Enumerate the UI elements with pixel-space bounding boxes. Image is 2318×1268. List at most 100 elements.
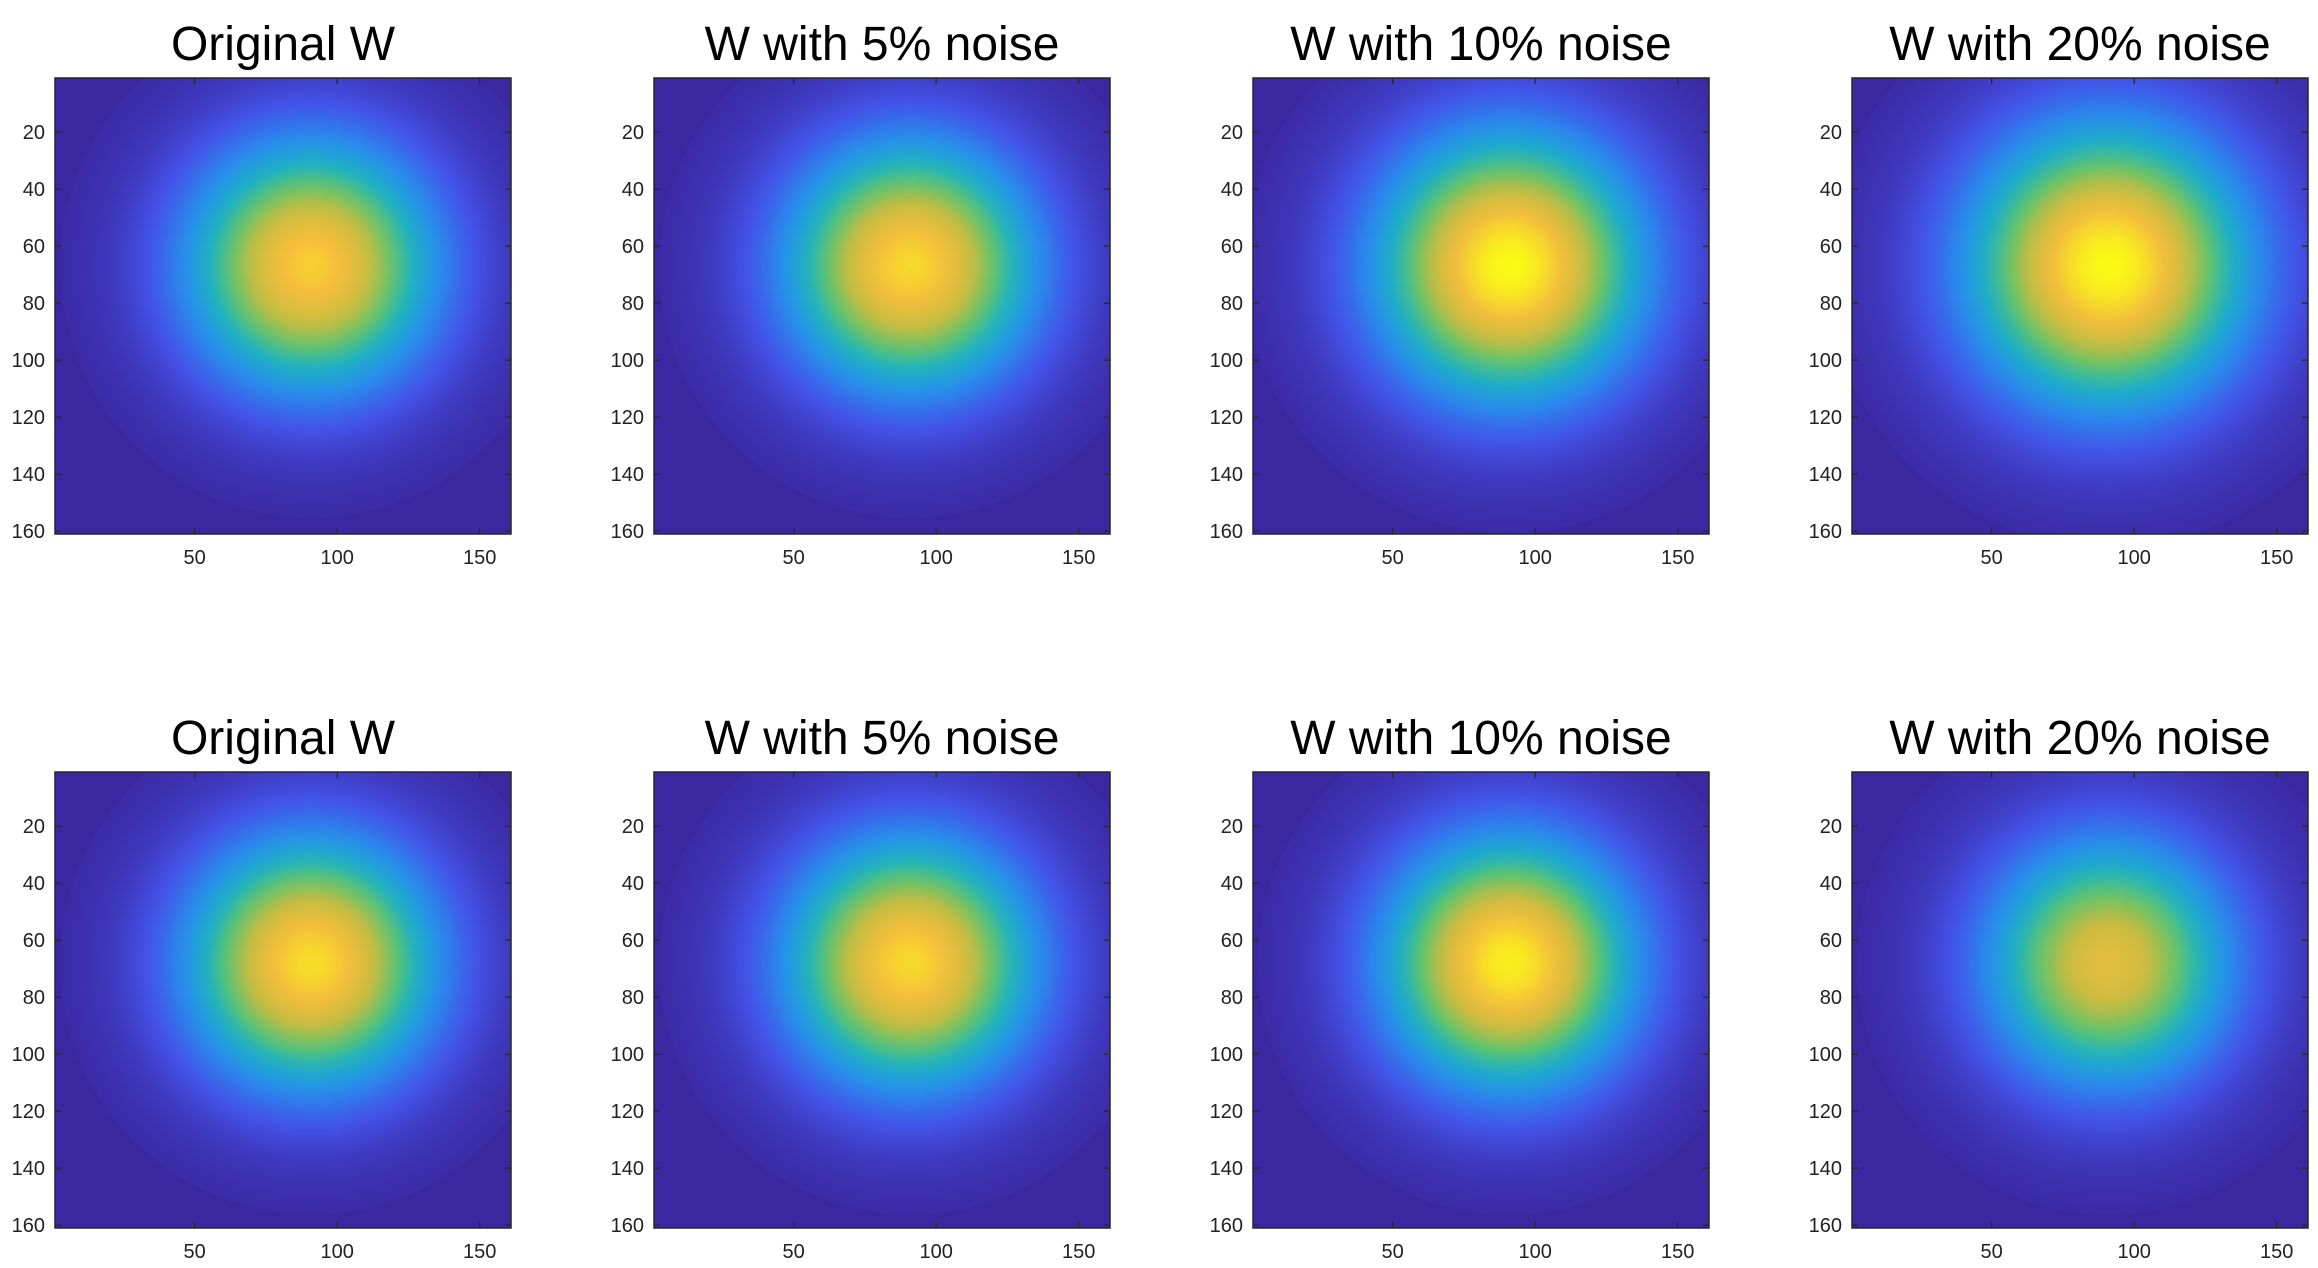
x-tick-label: 50 bbox=[1382, 1241, 1404, 1263]
y-tick-label: 60 bbox=[23, 930, 45, 952]
y-tick-label: 160 bbox=[611, 521, 644, 543]
x-tick-label: 150 bbox=[1062, 1241, 1095, 1263]
y-tick-label: 40 bbox=[622, 179, 644, 201]
y-tick-label: 140 bbox=[1809, 1158, 1842, 1180]
axes-frame bbox=[54, 77, 512, 535]
y-tick-label: 60 bbox=[1820, 236, 1842, 258]
y-tick-label: 40 bbox=[622, 873, 644, 895]
x-tick-label: 150 bbox=[463, 547, 496, 569]
heatmap-panel: W with 10% noise 20 40 60 80 100 120 140 160 50 10… bbox=[1210, 18, 1710, 569]
panel-title: W with 20% noise bbox=[1889, 18, 2271, 71]
heatmap-panel: W with 20% noise 20 40 60 80 100 120 140 160 50 10… bbox=[1809, 712, 2309, 1263]
x-tick-label: 50 bbox=[1382, 547, 1404, 569]
heatmap-panel: W with 5% noise 20 40 60 80 100 120 140 160 50 100… bbox=[611, 712, 1111, 1263]
x-tick-label: 50 bbox=[1981, 1241, 2003, 1263]
y-tick-label: 100 bbox=[12, 1044, 45, 1066]
heatmap-panel: W with 5% noise 20 40 60 80 100 120 140 160 50 100… bbox=[611, 18, 1111, 569]
heatmap-blob bbox=[1253, 78, 1709, 533]
y-tick-label: 160 bbox=[611, 1215, 644, 1237]
y-tick-label: 20 bbox=[1221, 122, 1243, 144]
x-tick-label: 100 bbox=[1518, 547, 1551, 569]
y-tick-label: 80 bbox=[622, 293, 644, 315]
y-tick-label: 20 bbox=[622, 122, 644, 144]
panel-title: W with 5% noise bbox=[705, 18, 1060, 71]
y-tick-label: 80 bbox=[622, 987, 644, 1009]
y-tick-label: 60 bbox=[1820, 930, 1842, 952]
y-tick-label: 120 bbox=[1210, 1101, 1243, 1123]
y-tick-label: 120 bbox=[1809, 1101, 1842, 1123]
heatmap-blob bbox=[658, 772, 1110, 1215]
y-tick-label: 60 bbox=[622, 930, 644, 952]
y-tick-label: 160 bbox=[1210, 1215, 1243, 1237]
x-tick-label: 150 bbox=[2260, 547, 2293, 569]
heatmap-blob bbox=[1856, 772, 2308, 1215]
panel-title: W with 5% noise bbox=[705, 712, 1060, 765]
y-tick-label: 140 bbox=[1809, 464, 1842, 486]
y-tick-label: 120 bbox=[611, 407, 644, 429]
x-tick-label: 100 bbox=[919, 547, 952, 569]
y-tick-label: 160 bbox=[1210, 521, 1243, 543]
y-tick-label: 20 bbox=[1820, 816, 1842, 838]
panel-title: W with 10% noise bbox=[1290, 712, 1672, 765]
y-tick-label: 40 bbox=[1820, 179, 1842, 201]
y-tick-label: 140 bbox=[12, 1158, 45, 1180]
y-tick-label: 100 bbox=[611, 350, 644, 372]
heatmap-blob bbox=[1852, 78, 2308, 534]
axes-frame bbox=[1252, 771, 1710, 1229]
y-tick-label: 20 bbox=[1820, 122, 1842, 144]
y-tick-label: 140 bbox=[611, 464, 644, 486]
heatmap-blob bbox=[59, 78, 511, 518]
x-tick-label: 50 bbox=[783, 1241, 805, 1263]
y-tick-label: 100 bbox=[1210, 350, 1243, 372]
y-tick-label: 100 bbox=[1210, 1044, 1243, 1066]
y-tick-label: 40 bbox=[1221, 179, 1243, 201]
y-tick-label: 80 bbox=[23, 293, 45, 315]
heatmap-panel: W with 10% noise 20 40 60 80 100 120 140 160 50 10… bbox=[1210, 712, 1710, 1263]
y-tick-label: 140 bbox=[1210, 464, 1243, 486]
x-tick-label: 50 bbox=[184, 547, 206, 569]
x-tick-label: 100 bbox=[320, 547, 353, 569]
y-tick-label: 40 bbox=[1221, 873, 1243, 895]
y-tick-label: 60 bbox=[23, 236, 45, 258]
heatmap-panel: Original W 20 40 60 80 100 120 140 160 50 100 150 bbox=[12, 712, 512, 1263]
y-tick-label: 80 bbox=[1820, 293, 1842, 315]
axes-frame bbox=[653, 77, 1111, 535]
heatmap-blob bbox=[1257, 772, 1709, 1215]
y-tick-label: 20 bbox=[23, 816, 45, 838]
y-tick-label: 100 bbox=[1809, 350, 1842, 372]
x-tick-label: 100 bbox=[919, 1241, 952, 1263]
y-tick-label: 100 bbox=[611, 1044, 644, 1066]
x-tick-label: 150 bbox=[2260, 1241, 2293, 1263]
y-tick-label: 60 bbox=[1221, 930, 1243, 952]
y-tick-label: 120 bbox=[12, 1101, 45, 1123]
x-tick-label: 100 bbox=[1518, 1241, 1551, 1263]
x-tick-label: 50 bbox=[783, 547, 805, 569]
x-tick-label: 100 bbox=[2117, 1241, 2150, 1263]
heatmap-blob bbox=[59, 772, 511, 1215]
y-tick-label: 80 bbox=[1221, 987, 1243, 1009]
axes-frame bbox=[54, 771, 512, 1229]
y-tick-label: 140 bbox=[611, 1158, 644, 1180]
panel-title: Original W bbox=[171, 18, 396, 71]
x-tick-label: 150 bbox=[1062, 547, 1095, 569]
x-tick-label: 50 bbox=[1981, 547, 2003, 569]
heatmap-blob bbox=[658, 78, 1110, 518]
y-tick-label: 100 bbox=[12, 350, 45, 372]
panel-title: Original W bbox=[171, 712, 396, 765]
y-tick-label: 20 bbox=[622, 816, 644, 838]
y-tick-label: 160 bbox=[12, 521, 45, 543]
x-tick-label: 150 bbox=[1661, 547, 1694, 569]
y-tick-label: 20 bbox=[1221, 816, 1243, 838]
y-tick-label: 120 bbox=[611, 1101, 644, 1123]
y-tick-label: 40 bbox=[1820, 873, 1842, 895]
y-tick-label: 40 bbox=[23, 873, 45, 895]
y-tick-label: 140 bbox=[1210, 1158, 1243, 1180]
y-tick-label: 20 bbox=[23, 122, 45, 144]
y-tick-label: 40 bbox=[23, 179, 45, 201]
axes-frame bbox=[653, 771, 1111, 1229]
y-tick-label: 60 bbox=[622, 236, 644, 258]
y-tick-label: 160 bbox=[1809, 1215, 1842, 1237]
y-tick-label: 80 bbox=[1221, 293, 1243, 315]
heatmap-panel: W with 20% noise 20 40 60 80 100 120 140 160 50 10… bbox=[1809, 18, 2309, 569]
